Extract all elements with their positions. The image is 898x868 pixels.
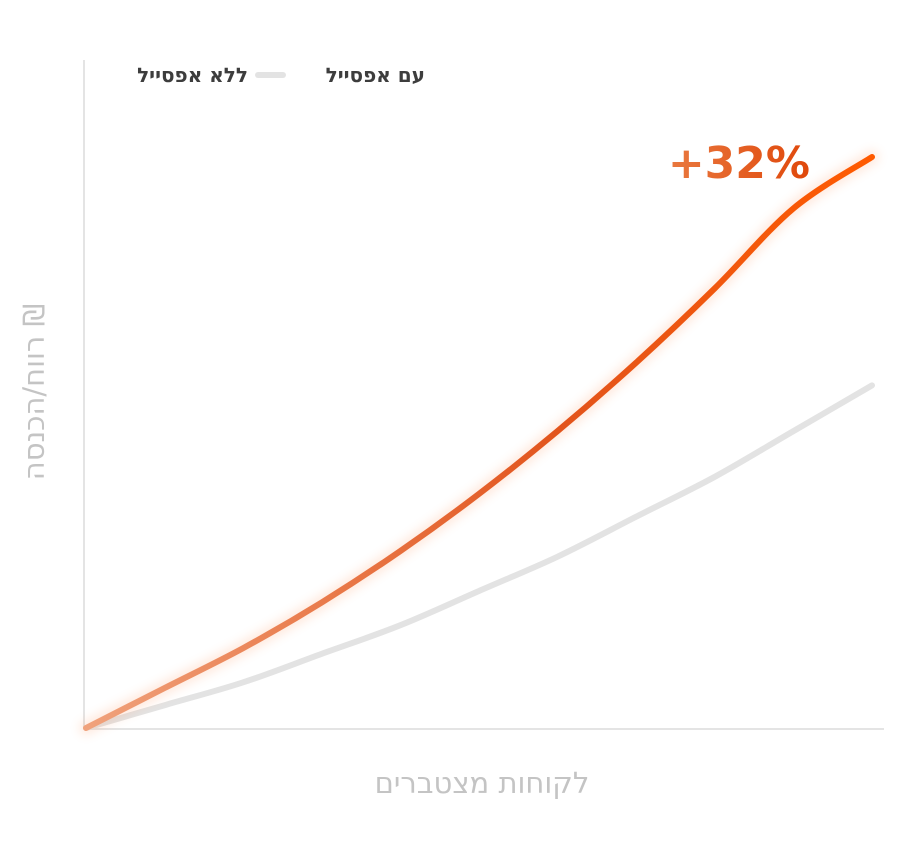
legend-label-with-upsell: עם אפסייל — [326, 63, 425, 87]
series-line-without-upsell — [83, 382, 875, 731]
series-line-with-upsell — [83, 154, 875, 731]
series-without-upsell — [83, 382, 875, 731]
x-axis-title: לקוחות מצטברים — [375, 766, 590, 800]
legend-label-without-upsell: ללא אפסייל — [137, 63, 248, 87]
growth-annotation: +32% — [668, 138, 810, 189]
y-axis-title: רווח/הכנסה ₪ — [17, 304, 51, 481]
series-with-upsell — [83, 154, 875, 731]
legend: עם אפסייל ללא אפסייל — [137, 63, 462, 87]
